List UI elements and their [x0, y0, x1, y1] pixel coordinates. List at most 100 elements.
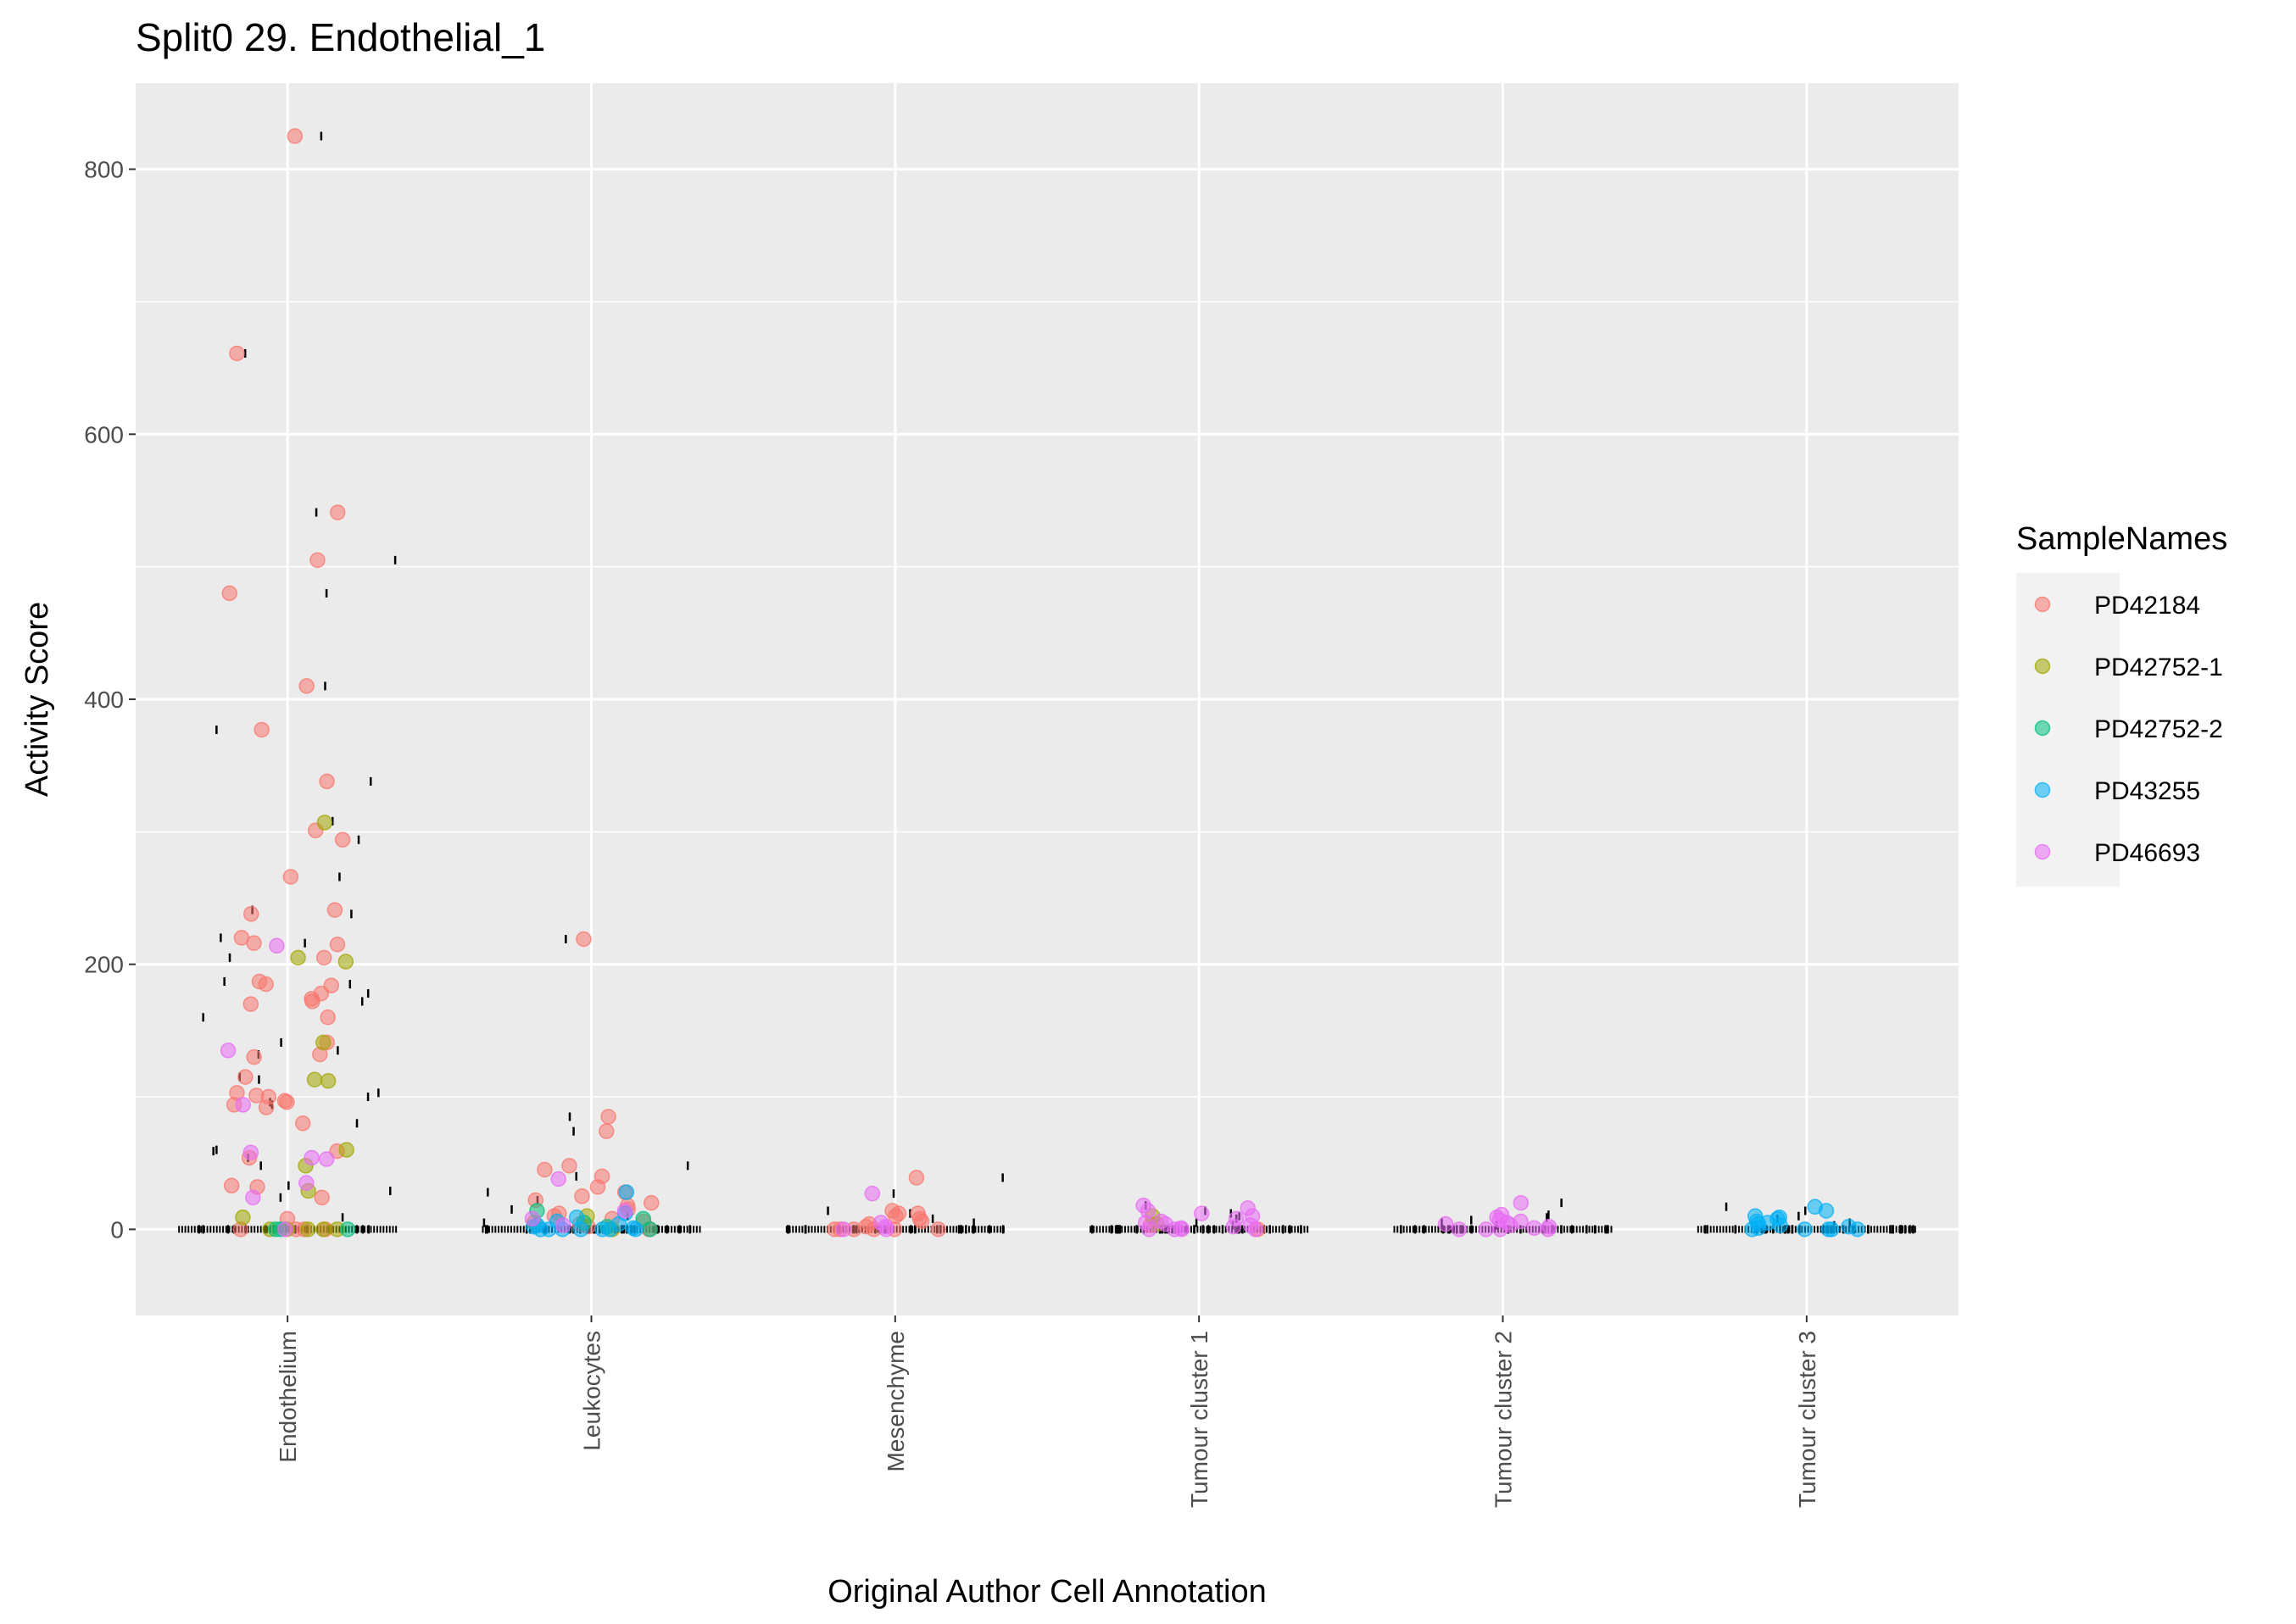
- data-point: [1141, 1221, 1157, 1237]
- data-point: [326, 902, 343, 918]
- data-point: [600, 1109, 616, 1125]
- data-point: [627, 1221, 644, 1237]
- data-point: [616, 1203, 633, 1219]
- x-tick-label: Tumour cluster 3: [1794, 1331, 1820, 1508]
- data-point: [242, 1144, 259, 1160]
- data-point: [290, 949, 306, 966]
- data-point: [835, 1221, 852, 1237]
- data-point: [309, 552, 326, 569]
- data-point: [329, 936, 346, 953]
- data-point: [246, 935, 262, 951]
- data-point: [235, 1097, 251, 1113]
- data-point: [864, 1185, 881, 1202]
- data-point: [237, 1069, 254, 1085]
- y-tick-label: 0: [110, 1216, 124, 1243]
- data-point: [1194, 1205, 1210, 1221]
- legend-title: SampleNames: [2016, 521, 2227, 557]
- data-point: [574, 1188, 590, 1204]
- data-point: [572, 1221, 589, 1237]
- data-point: [1478, 1221, 1494, 1237]
- legend-label: PD43255: [2094, 777, 2200, 805]
- data-point: [298, 1175, 315, 1191]
- data-point: [1225, 1218, 1242, 1235]
- data-point: [1797, 1221, 1813, 1237]
- y-tick-label: 800: [84, 157, 124, 183]
- data-point: [300, 1221, 316, 1237]
- y-tick-label: 400: [84, 687, 124, 713]
- legend-label: PD42752-1: [2094, 653, 2223, 681]
- data-point: [315, 1034, 332, 1051]
- data-point: [258, 976, 274, 993]
- data-point: [339, 1221, 356, 1237]
- data-point: [318, 1151, 335, 1167]
- data-point: [235, 1210, 251, 1226]
- data-point: [550, 1171, 566, 1187]
- data-point: [269, 937, 285, 954]
- data-point: [1772, 1217, 1788, 1233]
- x-tick-label: Endothelium: [275, 1331, 301, 1463]
- data-point: [245, 1189, 261, 1206]
- data-point: [282, 869, 299, 885]
- data-point: [561, 1158, 577, 1174]
- data-point: [878, 1221, 894, 1237]
- data-point: [1247, 1221, 1263, 1237]
- legend-key: [2034, 658, 2051, 675]
- data-point: [294, 1115, 311, 1132]
- data-point: [589, 1179, 606, 1195]
- data-point: [320, 1009, 336, 1026]
- data-point: [316, 815, 333, 831]
- x-tick-label: Tumour cluster 1: [1186, 1331, 1212, 1508]
- chart-title: Split0 29. Endothelial_1: [136, 15, 545, 59]
- data-point: [576, 931, 592, 948]
- data-point: [524, 1210, 541, 1227]
- data-point: [1451, 1221, 1468, 1237]
- data-point: [330, 504, 346, 520]
- legend-key: [2034, 596, 2051, 613]
- data-point: [1513, 1194, 1530, 1211]
- legend: SampleNames PD42184 PD42752-1 PD42752-2 PD4…: [2016, 521, 2227, 887]
- legend-label: PD46693: [2094, 839, 2200, 867]
- data-point: [314, 1189, 330, 1206]
- data-point: [1492, 1221, 1508, 1237]
- data-point: [242, 906, 259, 922]
- data-point: [254, 721, 270, 738]
- data-points: [220, 128, 1866, 1237]
- data-point: [1173, 1221, 1190, 1237]
- data-point: [555, 1217, 571, 1233]
- data-point: [1744, 1221, 1760, 1237]
- data-point: [304, 993, 320, 1009]
- data-point: [306, 1071, 323, 1087]
- x-axis-title: Original Author Cell Annotation: [828, 1574, 1267, 1610]
- data-point: [221, 585, 238, 602]
- x-tick-label: Mesenchyme: [883, 1331, 909, 1472]
- data-point: [599, 1123, 615, 1139]
- data-point: [618, 1184, 635, 1200]
- grid-lines: [136, 83, 1959, 1315]
- data-point: [279, 1094, 295, 1110]
- data-point: [315, 949, 332, 966]
- data-point: [1818, 1203, 1835, 1219]
- data-point: [908, 1170, 925, 1186]
- data-point: [532, 1221, 549, 1237]
- data-point: [258, 1099, 275, 1115]
- data-point: [930, 1221, 946, 1237]
- data-point: [1540, 1221, 1557, 1237]
- data-point: [315, 1221, 332, 1237]
- data-point: [229, 345, 245, 362]
- data-point: [334, 831, 351, 848]
- legend-key: [2034, 781, 2051, 798]
- data-point: [319, 773, 335, 790]
- data-point: [1849, 1221, 1866, 1237]
- legend-label: PD42752-2: [2094, 715, 2223, 743]
- data-point: [320, 1073, 337, 1089]
- y-tick-label: 200: [84, 952, 124, 978]
- legend-label: PD42184: [2094, 592, 2200, 620]
- data-point: [642, 1221, 659, 1237]
- data-point: [594, 1221, 610, 1237]
- data-point: [913, 1213, 930, 1230]
- x-tick-label: Leukocytes: [579, 1331, 605, 1451]
- x-axis: Endothelium Leukocytes Mesenchyme Tumour cl…: [275, 1315, 1820, 1508]
- data-point: [223, 1177, 240, 1194]
- legend-key: [2034, 720, 2051, 737]
